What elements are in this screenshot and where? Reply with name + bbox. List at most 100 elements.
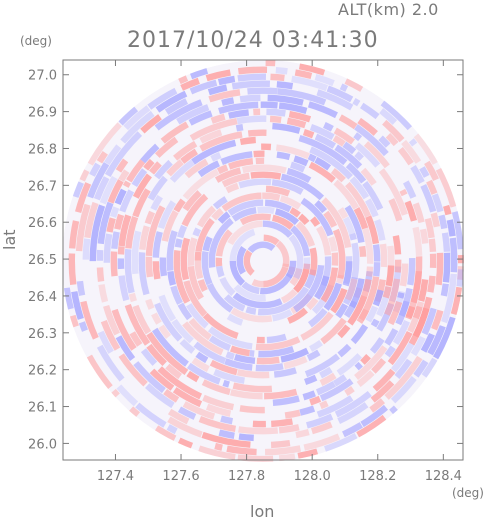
y-tick-label: 26.9 [28, 106, 57, 121]
radar-cell [184, 158, 209, 179]
radar-cell [218, 429, 235, 439]
radar-cell [286, 117, 307, 129]
radar-cell [221, 192, 262, 212]
radar-cell [372, 289, 384, 307]
radar-cell [306, 413, 334, 429]
radar-cell [273, 367, 297, 378]
radar-cell [309, 339, 323, 352]
radar-cell [117, 258, 125, 270]
radar-cell [330, 168, 346, 183]
radar-cell [249, 350, 255, 357]
radar-cell [365, 266, 374, 277]
radar-cell [166, 159, 184, 177]
radar-cell [154, 425, 177, 442]
radar-cell [253, 150, 265, 158]
radar-cell [231, 80, 271, 90]
radar-cell [429, 253, 437, 269]
radar-cell [258, 346, 295, 358]
radar-cell [283, 356, 308, 370]
radar-cell [337, 324, 351, 339]
radar-cell [237, 66, 268, 75]
radar-cell [250, 171, 282, 180]
radar-cell [80, 300, 99, 340]
radar-cell [224, 358, 253, 371]
radar-cell [272, 122, 301, 134]
radar-cell [157, 366, 203, 400]
radar-cell [170, 285, 183, 305]
radar-cell [229, 260, 246, 286]
radar-cell [264, 388, 298, 400]
radar-cell [316, 89, 354, 111]
radar-cell [272, 214, 294, 230]
radar-cell [229, 345, 250, 357]
radar-cell [139, 225, 150, 250]
radar-cell [135, 402, 167, 428]
radar-cell [132, 188, 151, 218]
radar-cell [187, 237, 198, 266]
radar-cell [365, 198, 379, 218]
radar-cell [103, 305, 120, 336]
radar-cell [384, 328, 399, 346]
radar-cell [186, 362, 221, 385]
radar-cell [69, 220, 80, 249]
radar-cell [106, 217, 116, 233]
radar-cell [408, 138, 418, 147]
radar-cell [201, 379, 231, 396]
radar-cell [180, 237, 191, 281]
radar-cell [276, 151, 291, 161]
radar-cell [228, 158, 254, 170]
radar-cell [96, 150, 108, 164]
radar-cell [257, 206, 275, 215]
radar-cell [424, 160, 439, 182]
radar-cell [123, 105, 151, 131]
radar-cell [261, 143, 272, 151]
x-tick-label: 127.6 [162, 469, 199, 484]
radar-cell [230, 307, 273, 323]
radar-cell [336, 353, 363, 376]
radar-cell [111, 308, 137, 351]
radar-cell [408, 296, 433, 346]
y-axis-unit: (deg) [20, 34, 52, 48]
radar-cell [380, 100, 413, 131]
radar-cell [410, 164, 425, 184]
radar-cell [270, 73, 285, 82]
radar-cell [199, 129, 223, 144]
radar-cell [462, 267, 464, 295]
radar-cell [275, 144, 310, 160]
radar-cell [128, 292, 137, 303]
radar-field [62, 60, 464, 462]
radar-cell [290, 161, 306, 173]
radar-cell [125, 216, 139, 249]
radar-cell [114, 188, 127, 206]
radar-cell [426, 179, 438, 195]
radar-cell [394, 358, 413, 380]
radar-cell [96, 267, 105, 282]
x-tick-label: 128.4 [425, 469, 462, 484]
radar-cell [245, 306, 257, 315]
radar-cell [195, 351, 209, 364]
radar-cell [385, 265, 395, 287]
radar-cell [297, 448, 319, 460]
radar-cell [342, 422, 363, 438]
radar-cell [239, 136, 256, 145]
radar-cell [212, 196, 228, 210]
radar-cell [241, 281, 260, 295]
radar-cell [154, 136, 179, 158]
radar-cell [359, 102, 380, 120]
radar-cell [166, 230, 178, 271]
radar-cell [110, 206, 120, 218]
radar-cell [291, 75, 329, 92]
plot-frame [62, 59, 464, 461]
radar-cell [173, 250, 191, 304]
radar-cell [149, 368, 175, 391]
radar-cell [169, 159, 195, 183]
radar-cell [270, 439, 291, 449]
radar-cell [369, 337, 385, 354]
x-tick-label: 128.0 [294, 469, 331, 484]
radar-cell [227, 199, 264, 216]
radar-cell [124, 304, 151, 346]
x-tick-label: 128.2 [359, 469, 396, 484]
radar-cell [338, 114, 358, 130]
radar-cell [146, 343, 167, 367]
radar-cell [235, 124, 244, 132]
